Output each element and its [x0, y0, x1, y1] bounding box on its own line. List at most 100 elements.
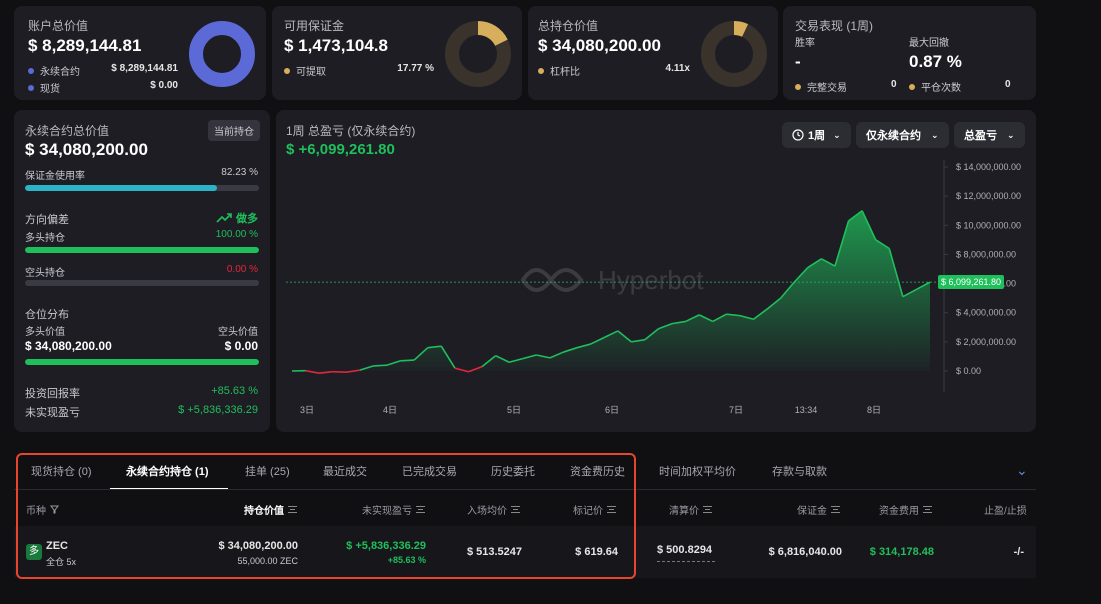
- legend-perp: 永续合约: [28, 63, 80, 78]
- roi-label: 投资回报率: [25, 388, 80, 400]
- funding-cell: $ 314,178.48: [869, 546, 934, 558]
- pnl-line-segment: [712, 313, 727, 323]
- chevron-down-icon: ⌄: [1007, 129, 1015, 140]
- x-tick-label: 4日: [383, 405, 397, 415]
- direction-value: 做多: [216, 210, 258, 226]
- position-value-label: 总持仓价值: [538, 19, 599, 33]
- entry-price-cell: $ 513.5247: [466, 546, 522, 558]
- long-bar: [25, 247, 259, 253]
- margin-value: $ 1,473,104.8: [284, 36, 388, 55]
- chevron-down-icon: ⌄: [833, 129, 841, 140]
- coin-name[interactable]: ZEC: [46, 540, 68, 552]
- long-value-label: 多头价值: [25, 327, 65, 338]
- account-value-card: 账户总价值 $ 8,289,144.81 永续合约 $ 8,289,144.81…: [14, 6, 266, 100]
- pnl-line-segment: [888, 248, 904, 297]
- short-value-label: 空头价值: [218, 327, 258, 338]
- current-position-badge[interactable]: 当前持仓: [208, 120, 260, 141]
- win-rate-label: 胜率: [795, 38, 815, 49]
- pnl-line-segment: [508, 357, 523, 364]
- col-liq[interactable]: 清算价: [669, 502, 712, 517]
- current-value-tag: $ 6,099,261.80: [938, 275, 1005, 290]
- margin-usage-label: 保证金使用率: [25, 171, 85, 182]
- col-funding[interactable]: 资金费用: [879, 502, 932, 517]
- chevron-down-icon[interactable]: ⌄: [1016, 462, 1028, 478]
- tab-deposits-withdrawals[interactable]: 存款与取款: [772, 466, 827, 478]
- x-tick-label: 7日: [729, 405, 743, 415]
- tab-perp-positions[interactable]: 永续合约持仓 (1): [126, 466, 209, 478]
- tab-funding-history[interactable]: 资金费历史: [570, 466, 625, 478]
- upnl-label: 未实现盈亏: [25, 407, 80, 419]
- margin-mode: 全仓 5x: [46, 557, 77, 567]
- tab-recent-fills[interactable]: 最近成交: [323, 466, 367, 478]
- performance-label: 交易表现 (1周): [795, 19, 874, 33]
- position-value-cell: $ 34,080,200.00: [218, 540, 298, 552]
- pnl-line-segment: [522, 354, 537, 360]
- pnl-line-segment: [644, 328, 660, 341]
- pnl-line-segment: [319, 370, 333, 374]
- margin-label: 可用保证金: [284, 19, 345, 33]
- upnl-cell: $ +5,836,336.29: [346, 540, 426, 552]
- distribution-bar: [25, 359, 259, 365]
- y-tick-label: $ 2,000,000.00: [956, 337, 1016, 347]
- chevron-down-icon: ⌄: [931, 129, 939, 140]
- long-label: 多头持仓: [25, 233, 65, 244]
- legend-withdrawable-value: 17.77 %: [397, 63, 434, 74]
- position-value: $ 34,080,200.00: [538, 36, 661, 55]
- pnl-line-segment: [549, 351, 564, 359]
- col-upnl[interactable]: 未实现盈亏: [362, 502, 425, 517]
- pnl-line-segment: [807, 258, 822, 269]
- y-tick-label: $ 10,000,000.00: [956, 220, 1021, 230]
- position-size-cell: 55,000.00 ZEC: [237, 556, 298, 566]
- tab-spot-holdings[interactable]: 现货持仓 (0): [31, 466, 92, 478]
- col-coin[interactable]: 币种: [26, 502, 59, 517]
- pnl-line-segment: [373, 364, 388, 367]
- mark-price-cell: $ 619.64: [575, 546, 618, 558]
- long-pct: 100.00 %: [215, 229, 258, 240]
- perp-title: 永续合约总价值: [25, 124, 110, 138]
- long-side-badge: 多: [26, 544, 42, 560]
- tab-completed-trades[interactable]: 已完成交易: [402, 466, 457, 478]
- tpsl-cell[interactable]: -/-: [1013, 546, 1024, 558]
- tab-order-history[interactable]: 历史委托: [491, 466, 535, 478]
- short-value: $ 0.00: [224, 339, 258, 353]
- col-margin[interactable]: 保证金: [797, 502, 840, 517]
- tab-twap[interactable]: 时间加权平均价: [659, 466, 736, 478]
- chart-pnl-value: $ +6,099,261.80: [286, 141, 395, 158]
- liq-underline: [657, 561, 715, 562]
- col-entry[interactable]: 入场均价: [467, 502, 520, 517]
- col-position-value[interactable]: 持仓价值: [244, 502, 297, 517]
- distribution-label: 仓位分布: [25, 309, 69, 321]
- close-count: 平仓次数: [909, 79, 961, 94]
- pnl-line-segment: [671, 320, 686, 325]
- pnl-line-segment: [386, 360, 401, 366]
- table-row[interactable]: [14, 526, 1036, 578]
- pnl-line-segment: [536, 354, 551, 359]
- pnl-line-segment: [563, 346, 578, 353]
- hyperbot-logo-icon: [520, 268, 584, 292]
- col-mark[interactable]: 标记价: [573, 502, 616, 517]
- upnl-value: $ +5,836,336.29: [178, 404, 258, 416]
- legend-withdrawable: 可提取: [284, 63, 326, 78]
- metric-select[interactable]: 总盈亏 ⌄: [954, 122, 1025, 148]
- pnl-line-segment: [875, 239, 890, 250]
- upnl-pct-cell: +85.63 %: [387, 555, 426, 565]
- margin-donut: [445, 21, 511, 87]
- pnl-line-segment: [413, 347, 429, 361]
- sort-icon: [416, 506, 425, 513]
- short-bar: [25, 280, 259, 286]
- pnl-line-segment: [739, 314, 754, 321]
- pnl-line-segment: [495, 354, 510, 363]
- perp-panel: 永续合约总价值 当前持仓 $ 34,080,200.00 保证金使用率 82.2…: [14, 110, 270, 432]
- scope-select[interactable]: 仅永续合约 ⌄: [856, 122, 949, 148]
- legend-spot: 现货: [28, 80, 60, 95]
- chart-title: 1周 总盈亏 (仅永续合约): [286, 124, 416, 138]
- sort-icon: [831, 506, 840, 513]
- tab-open-orders[interactable]: 挂单 (25): [245, 466, 290, 478]
- y-tick-label: $ 14,000,000.00: [956, 162, 1021, 172]
- pnl-line-segment: [793, 266, 809, 283]
- pnl-line-segment: [916, 281, 931, 291]
- y-tick-label: $ 0.00: [956, 366, 981, 376]
- pnl-line-segment: [468, 365, 483, 373]
- period-select[interactable]: 1周 ⌄: [782, 122, 851, 148]
